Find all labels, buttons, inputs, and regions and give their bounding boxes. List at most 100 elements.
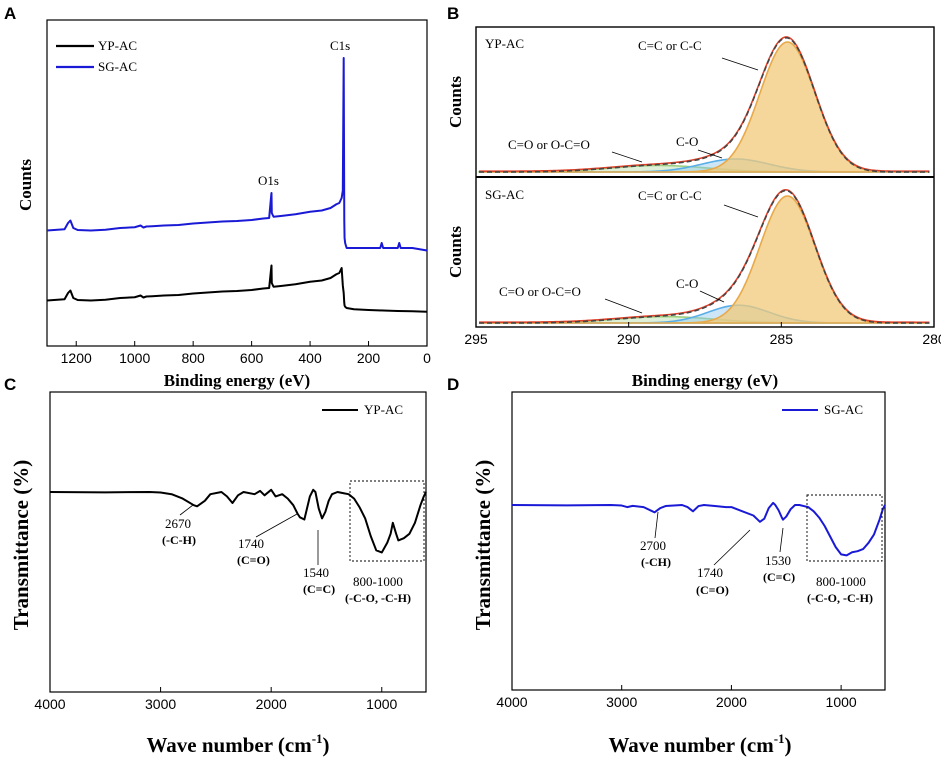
c-anno-1-arrow [179,504,194,516]
panel-b-xlabel: Binding energy (eV) [632,371,778,390]
d-anno-1-label: (-CH) [641,555,671,569]
d-anno-1-num: 2700 [640,538,666,553]
panel-b-tick-label-285: 285 [770,331,794,347]
panel-b-tick-label-295: 295 [464,331,488,347]
panel-b-label-yp-ac: YP-AC [485,36,524,51]
c-anno-4-num: 800-1000 [353,574,403,589]
b-top-co-label: C-O [676,134,698,149]
panel-d-ylabel: Transmittance (%) [471,460,495,631]
d-anno-4-label: (-C-O, -C-H) [807,591,873,605]
panel-b-tick-label-280: 280 [922,331,941,347]
panel-d-tick-label-4000: 4000 [496,694,527,710]
peak-label-o1s: O1s [258,173,279,188]
peak-label-c1s: C1s [330,38,350,53]
c-anno-1-num: 2670 [165,516,191,531]
b-top-co-pointer [697,149,723,159]
b-yp-ac-component-0 [479,41,930,173]
d-anno-3-label: (C=C) [763,570,795,584]
panel-c-tick-label-2000: 2000 [256,696,287,712]
panel-d-xlabel: Wave number (cm-1) [608,731,791,757]
c-anno-2-label: (C=O) [237,553,270,567]
panel-a: A 1200 1000 800 600 400 200 0 Counts Binding e… [4,4,431,390]
panel-b-components [477,36,930,324]
panel-a-xticks: 1200 1000 800 600 400 200 0 [61,341,431,366]
panel-b: B 295 290 285 280 Counts Counts Binding ene… [446,4,941,390]
panel-b-label-sg-ac: SG-AC [485,187,524,202]
b-bottom-cc-pointer [723,204,759,218]
panel-c-tick-label-4000: 4000 [34,696,65,712]
panel-c-tick-label-3000: 3000 [145,696,176,712]
panel-b-ylabel-bottom: Counts [446,226,465,278]
b-top-coo-label: C=O or O-C=O [508,137,590,152]
panel-c: C 4000 3000 2000 1000 Transmittance (%) Wav… [4,375,427,757]
b-yp-ac-fit [479,36,930,173]
c-anno-3-label: (C=C) [303,582,335,596]
b-bottom-cc-label: C=C or C-C [638,188,702,203]
panel-c-tick-label-1000: 1000 [366,696,397,712]
c-anno-2-num: 1740 [238,536,264,551]
panel-b-letter: B [447,4,459,23]
b-bottom-co-label: C-O [676,276,698,291]
panel-a-tick-label-1200: 1200 [61,350,92,366]
panel-d-xlabel-sup: -1 [774,731,785,746]
legend-label-yp-ac: YP-AC [98,38,137,53]
panel-d: D 4000 3000 2000 1000 Transmittance (%) Wav… [447,375,886,757]
panel-c-xlabel-sup: -1 [312,731,323,746]
d-anno-3-arrow [779,527,784,553]
b-top-coo-pointer [611,151,643,163]
c-anno-2-arrow [255,513,298,538]
panel-a-letter: A [4,4,16,23]
panel-c-region-box [349,480,425,562]
b-bottom-coo-pointer [604,298,643,314]
d-anno-2-label: (C=O) [696,583,729,597]
series-line-sg-ac-ftir [511,501,886,557]
panel-d-tick-label-1000: 1000 [826,694,857,710]
panel-d-tick-label-3000: 3000 [606,694,637,710]
series-line-sg-ac [46,57,428,252]
d-anno-4-num: 800-1000 [816,574,866,589]
c-anno-1-label: (-C-H) [162,533,196,547]
d-anno-2-arrow [713,529,751,566]
panel-c-frame [49,391,427,693]
b-bottom-coo-label: C=O or O-C=O [499,284,581,299]
c-anno-3-num: 1540 [303,565,329,580]
d-anno-3-num: 1530 [765,553,791,568]
panel-c-xlabel-main: Wave number (cm [146,733,312,757]
panel-c-xlabel: Wave number (cm-1) [146,731,329,757]
panel-d-region-box [806,494,883,562]
panel-d-legend-label: SG-AC [824,402,863,417]
d-anno-2-num: 1740 [697,565,723,580]
panel-a-ylabel: Counts [16,159,35,211]
panel-d-letter: D [447,375,459,394]
panel-a-tick-label-800: 800 [181,350,205,366]
panel-a-xlabel: Binding energy (eV) [164,371,310,390]
panel-d-lines [511,501,886,557]
b-sg-ac-fit [479,189,930,324]
panel-a-tick-label-1000: 1000 [119,350,150,366]
panel-a-tick-label-200: 200 [357,350,381,366]
panel-c-xticks: 4000 3000 2000 1000 [34,687,398,712]
b-sg-ac-component-0 [479,195,930,324]
panel-b-ylabel-top: Counts [446,76,465,128]
panel-c-letter: C [4,375,16,394]
panel-c-xlabel-end: ) [323,733,330,757]
panel-b-xticks: 295 290 285 280 [464,322,941,347]
panel-d-frame [511,391,886,691]
panel-d-tick-label-2000: 2000 [716,694,747,710]
panel-d-xticks: 4000 3000 2000 1000 [496,685,857,710]
panel-a-frame [46,19,428,347]
panel-d-xlabel-main: Wave number (cm [608,733,774,757]
series-line-yp-ac [46,264,428,313]
panel-c-lines [49,488,427,554]
d-anno-1-arrow [654,511,659,539]
b-bottom-co-pointer [699,290,725,303]
legend-label-sg-ac: SG-AC [98,59,137,74]
panel-b-tick-label-290: 290 [617,331,641,347]
panel-a-tick-label-0: 0 [423,350,431,366]
panel-c-legend-label: YP-AC [364,402,403,417]
b-top-cc-label: C=C or C-C [638,38,702,53]
series-line-yp-ac-ftir [49,488,427,554]
panel-a-tick-label-400: 400 [298,350,322,366]
c-anno-4-label: (-C-O, -C-H) [345,591,411,605]
